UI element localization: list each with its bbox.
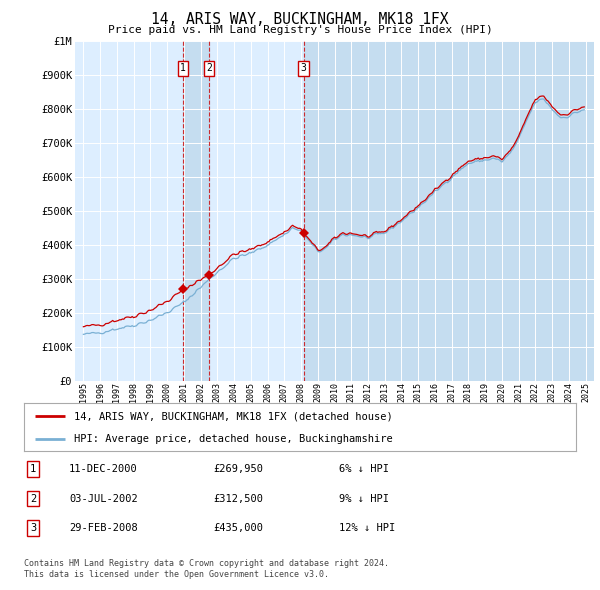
Text: 2: 2	[206, 64, 212, 73]
Text: Price paid vs. HM Land Registry's House Price Index (HPI): Price paid vs. HM Land Registry's House …	[107, 25, 493, 35]
Text: 6% ↓ HPI: 6% ↓ HPI	[339, 464, 389, 474]
Text: 14, ARIS WAY, BUCKINGHAM, MK18 1FX: 14, ARIS WAY, BUCKINGHAM, MK18 1FX	[151, 12, 449, 27]
Text: 14, ARIS WAY, BUCKINGHAM, MK18 1FX (detached house): 14, ARIS WAY, BUCKINGHAM, MK18 1FX (deta…	[74, 411, 392, 421]
Text: 3: 3	[30, 523, 36, 533]
Text: £435,000: £435,000	[213, 523, 263, 533]
Text: 12% ↓ HPI: 12% ↓ HPI	[339, 523, 395, 533]
Text: This data is licensed under the Open Government Licence v3.0.: This data is licensed under the Open Gov…	[24, 571, 329, 579]
Text: £312,500: £312,500	[213, 494, 263, 503]
Text: 1: 1	[180, 64, 186, 73]
Text: 9% ↓ HPI: 9% ↓ HPI	[339, 494, 389, 503]
Text: £269,950: £269,950	[213, 464, 263, 474]
Text: 03-JUL-2002: 03-JUL-2002	[69, 494, 138, 503]
Text: 29-FEB-2008: 29-FEB-2008	[69, 523, 138, 533]
Text: 2: 2	[30, 494, 36, 503]
Bar	[304, 41, 594, 381]
Text: Contains HM Land Registry data © Crown copyright and database right 2024.: Contains HM Land Registry data © Crown c…	[24, 559, 389, 568]
Text: HPI: Average price, detached house, Buckinghamshire: HPI: Average price, detached house, Buck…	[74, 434, 392, 444]
Text: 11-DEC-2000: 11-DEC-2000	[69, 464, 138, 474]
Bar	[183, 41, 209, 381]
Text: 3: 3	[301, 64, 307, 73]
Text: 1: 1	[30, 464, 36, 474]
